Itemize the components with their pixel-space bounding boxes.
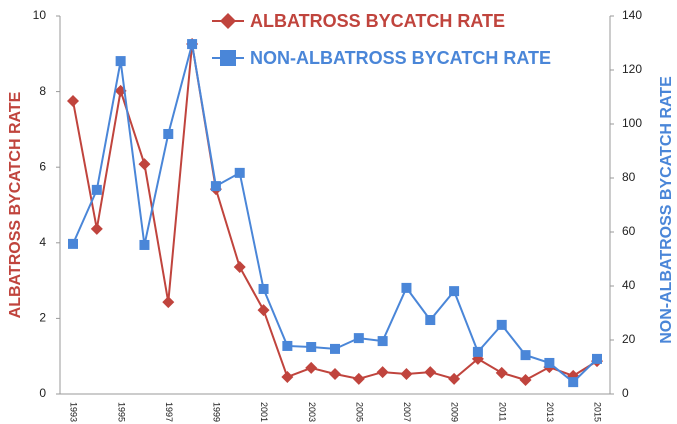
x-tick-label: 1993 <box>69 402 79 422</box>
marker <box>68 238 78 249</box>
marker <box>305 361 318 374</box>
marker <box>233 260 246 273</box>
marker <box>424 366 437 379</box>
marker <box>401 282 412 293</box>
y2-axis-title: NON-ALBATROSS BYCATCH RATE <box>658 76 675 344</box>
x-tick-label: 2001 <box>259 402 269 422</box>
y2-tick-label: 40 <box>622 278 636 292</box>
marker <box>187 39 198 50</box>
marker <box>210 181 221 192</box>
marker <box>139 239 150 250</box>
marker <box>138 158 151 171</box>
marker <box>449 286 460 297</box>
marker <box>163 128 174 139</box>
marker <box>400 367 413 380</box>
marker <box>519 374 532 387</box>
marker <box>258 283 269 294</box>
marker <box>329 367 341 380</box>
x-tick-label: 1997 <box>164 402 174 422</box>
y2-tick-label: 80 <box>622 170 636 184</box>
marker <box>330 343 340 354</box>
marker <box>306 342 317 353</box>
x-tick-label: 2007 <box>402 402 412 422</box>
marker <box>352 372 365 385</box>
y2-tick-label: 60 <box>622 224 636 238</box>
marker <box>91 184 102 195</box>
marker <box>592 353 602 364</box>
y-tick-label: 6 <box>39 159 46 173</box>
marker <box>282 340 293 351</box>
x-tick-label: 2009 <box>450 402 460 422</box>
legend-marker <box>220 50 236 66</box>
marker <box>496 319 507 330</box>
y-tick-label: 0 <box>39 386 46 400</box>
y-tick-label: 10 <box>33 8 47 22</box>
marker <box>376 366 389 379</box>
marker <box>353 333 364 344</box>
y2-tick-label: 140 <box>622 8 642 22</box>
y2-tick-label: 100 <box>622 116 642 130</box>
x-tick-label: 2003 <box>307 402 317 422</box>
marker <box>115 56 126 67</box>
marker <box>520 350 531 361</box>
marker <box>67 95 79 108</box>
y-axis-title: ALBATROSS BYCATCH RATE <box>7 91 24 318</box>
y-tick-label: 2 <box>39 311 46 325</box>
marker <box>544 357 555 368</box>
marker <box>281 370 294 383</box>
y-tick-label: 4 <box>39 235 46 249</box>
x-tick-label: 2005 <box>354 402 364 422</box>
marker <box>448 372 461 385</box>
legend-label: NON-ALBATROSS BYCATCH RATE <box>250 48 551 68</box>
series-line <box>72 43 598 384</box>
y2-tick-label: 120 <box>622 62 642 76</box>
marker <box>425 315 436 326</box>
legend-label: ALBATROSS BYCATCH RATE <box>250 11 505 31</box>
y-tick-label: 8 <box>39 84 46 98</box>
x-tick-label: 2013 <box>545 402 555 422</box>
marker <box>377 336 388 347</box>
marker <box>472 346 483 357</box>
y2-tick-label: 0 <box>622 386 629 400</box>
y2-tick-label: 20 <box>622 332 636 346</box>
x-tick-label: 2015 <box>593 402 603 422</box>
marker <box>162 296 175 309</box>
marker <box>495 366 508 379</box>
legend-marker <box>220 13 236 29</box>
x-tick-label: 1995 <box>116 402 126 422</box>
marker <box>257 304 270 317</box>
marker <box>568 377 579 388</box>
x-tick-label: 2011 <box>497 402 507 421</box>
x-tick-label: 1999 <box>212 402 222 422</box>
marker <box>234 167 245 178</box>
marker <box>90 222 103 235</box>
